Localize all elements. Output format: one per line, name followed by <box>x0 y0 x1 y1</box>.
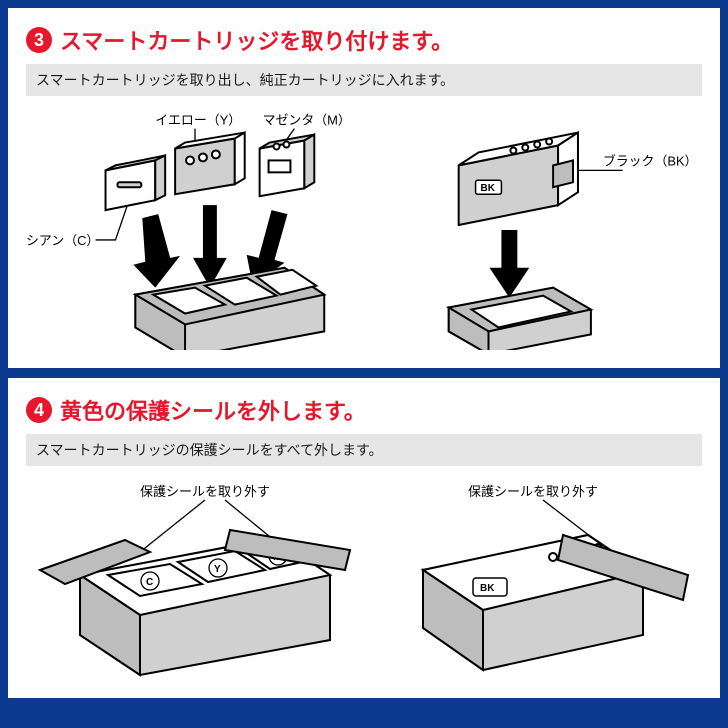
diagram-cmy-seal: 保護シールを取り外す C Y M <box>30 480 370 680</box>
cartridge-black: BK <box>458 133 577 225</box>
label-remove-right: 保護シールを取り外す <box>468 484 598 499</box>
step-number-badge: 3 <box>26 27 52 53</box>
diagram-bk-seal: 保護シールを取り外す BK <box>378 480 698 680</box>
svg-text:BK: BK <box>480 583 495 594</box>
cartridge-magenta <box>260 135 315 197</box>
step-panel-3: 3 スマートカートリッジを取り付けます。 スマートカートリッジを取り出し、純正カ… <box>8 8 720 368</box>
svg-text:Y: Y <box>214 564 221 575</box>
svg-text:C: C <box>146 577 153 588</box>
step-header: 3 スマートカートリッジを取り付けます。 <box>26 24 702 56</box>
label-black: ブラック（BK） <box>603 153 698 168</box>
step-header: 4 黄色の保護シールを外します。 <box>26 394 702 426</box>
diagram-row: イエロー（Y） マゼンタ（M） シアン（C） <box>26 110 702 350</box>
step-number-badge: 4 <box>26 397 52 423</box>
cartridge-holder-bk <box>449 288 591 350</box>
cartridge-yellow <box>175 133 245 195</box>
label-cyan: シアン（C） <box>26 233 99 248</box>
diagram-bk-insert: BK ブラック（BK） <box>404 110 702 350</box>
cartridge-cyan <box>106 155 166 210</box>
step-subtitle: スマートカートリッジを取り出し、純正カートリッジに入れます。 <box>26 64 702 96</box>
step-panel-4: 4 黄色の保護シールを外します。 スマートカートリッジの保護シールをすべて外しま… <box>8 378 720 698</box>
label-yellow: イエロー（Y） <box>155 113 241 128</box>
bk-tag: BK <box>480 183 495 194</box>
step-title: スマートカートリッジを取り付けます。 <box>60 24 453 56</box>
label-remove-left: 保護シールを取り外す <box>140 484 270 499</box>
label-magenta: マゼンタ（M） <box>263 113 351 128</box>
cartridge-holder-cmy <box>135 268 324 350</box>
diagram-cmy-insert: イエロー（Y） マゼンタ（M） シアン（C） <box>26 110 404 350</box>
diagram-row: 保護シールを取り外す C Y M <box>26 480 702 680</box>
step-title: 黄色の保護シールを外します。 <box>60 394 366 426</box>
step-subtitle: スマートカートリッジの保護シールをすべて外します。 <box>26 434 702 466</box>
